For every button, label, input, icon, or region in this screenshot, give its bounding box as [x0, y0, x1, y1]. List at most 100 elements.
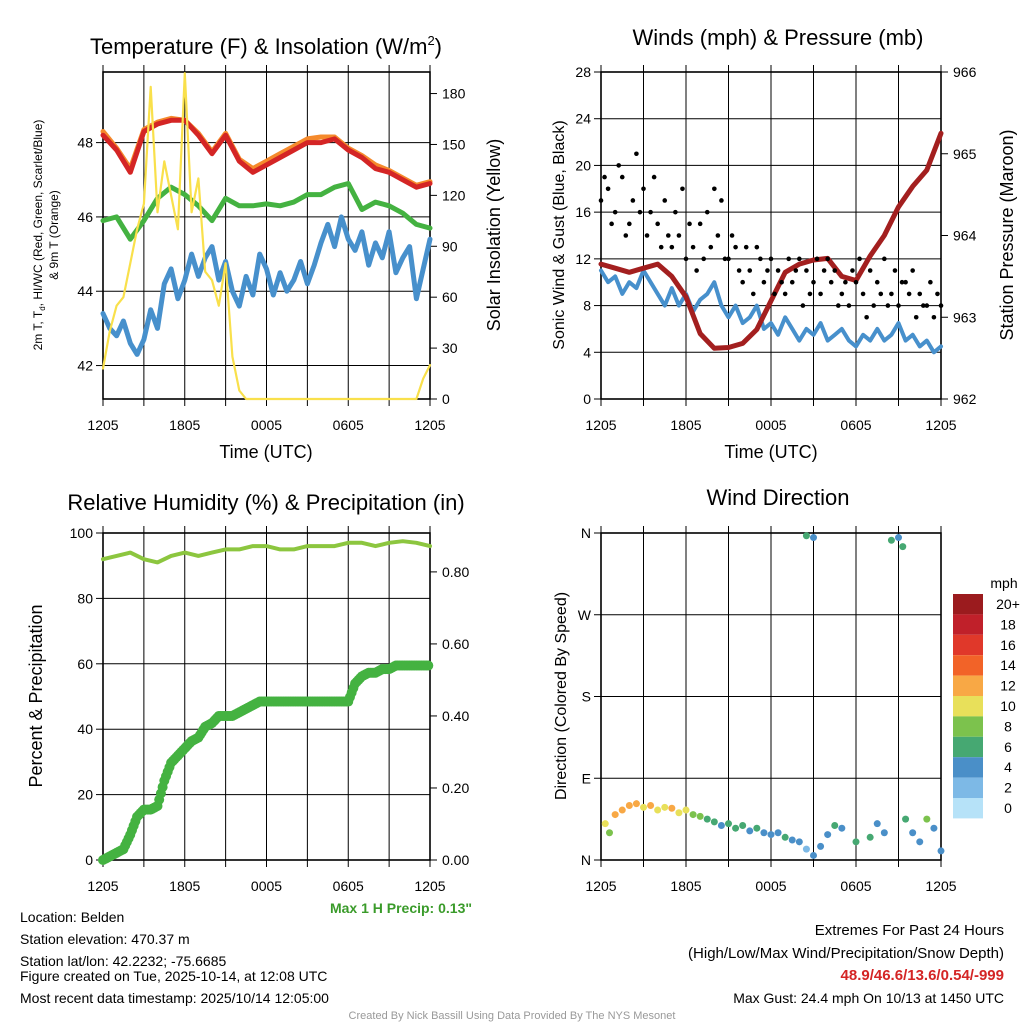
temperature-ytick-label: 42	[77, 358, 93, 374]
gust-point	[807, 291, 813, 297]
wind-direction-title: Wind Direction	[706, 485, 849, 510]
wind-direction-point	[753, 824, 761, 832]
legend-label: 0	[1004, 800, 1012, 816]
humidity-panel: Relative Humidity (%) & Precipitation (i…	[26, 490, 472, 916]
humidity-ytick-label: 40	[77, 721, 93, 737]
blue-windchill-line	[100, 214, 433, 357]
wind-direction-point	[788, 836, 796, 844]
extremes-info: Extremes For Past 24 Hours (High/Low/Max…	[688, 922, 1004, 1006]
wind-direction-point	[717, 821, 725, 829]
gust-point	[882, 256, 887, 262]
gust-point	[765, 268, 770, 273]
temperature-marks	[100, 72, 433, 401]
gust-point	[616, 163, 622, 168]
gust-point	[857, 256, 862, 262]
winds-ytick-label: 16	[575, 204, 591, 220]
humidity-xtick-label: 0605	[333, 878, 364, 894]
humidity-ytick-right-label: 0.40	[442, 708, 469, 724]
speed-legend: 20+ 18 16 14 12 10 8 6 4 2 0	[953, 594, 1020, 819]
gust-point	[761, 279, 767, 285]
legend-swatch	[953, 798, 983, 819]
temperature-ytick-right-label: 0	[442, 391, 450, 407]
humidity-xtick-label: 1205	[87, 878, 118, 894]
created-text: Figure created on Tue, 2025-10-14, at 12…	[20, 968, 327, 984]
gust-point	[665, 233, 671, 238]
sonic-wind-line	[599, 268, 943, 355]
humidity-xtick-label: 1805	[169, 878, 200, 894]
temperature-ytick-right-label: 30	[442, 340, 458, 356]
temperature-xtick-label: 1805	[169, 417, 200, 433]
wind-direction-point	[703, 815, 711, 823]
gust-point	[736, 268, 742, 273]
humidity-xtick-label: 1205	[414, 878, 445, 894]
legend-label: 10	[1000, 698, 1016, 714]
wind-direction-point	[838, 824, 846, 832]
gust-point	[889, 291, 894, 297]
gust-point	[839, 291, 845, 297]
gust-point	[602, 174, 607, 180]
wind-direction-ylabel: Direction (Colored By Speed)	[553, 592, 570, 800]
temperature-ytick-right-label: 180	[442, 86, 466, 102]
gust-point	[821, 268, 827, 273]
wind-direction-point	[625, 802, 633, 809]
gust-point	[885, 303, 891, 308]
wind-direction-point	[675, 809, 683, 817]
wind-direction-ytick-label: S	[582, 689, 591, 705]
latlon-text: Station lat/lon: 42.2232; -75.6685	[20, 953, 226, 969]
gust-point	[938, 303, 944, 308]
wind-direction-point	[632, 800, 640, 808]
wind-direction-point	[606, 829, 613, 837]
gust-point	[910, 268, 915, 273]
gust-point	[779, 279, 784, 285]
location-text: Location: Belden	[20, 909, 124, 925]
gust-point	[832, 268, 838, 273]
winds-ytick-right-label: 964	[953, 228, 977, 244]
gust-point	[835, 303, 841, 308]
precip-point	[423, 660, 434, 671]
wind-direction-panel: Wind Direction Direction (Colored By Spe…	[553, 485, 1020, 894]
temperature-ytick-right-label: 120	[442, 187, 466, 203]
winds-ytick-right-label: 966	[953, 64, 977, 80]
gust-point	[786, 256, 792, 262]
gust-point	[743, 244, 749, 250]
gust-point	[864, 314, 869, 320]
gust-point	[867, 268, 873, 273]
wind-direction-point	[802, 845, 810, 853]
wind-direction-point	[866, 833, 874, 841]
gust-point	[782, 291, 788, 297]
legend-label: 16	[1000, 637, 1016, 653]
yellow-solar-line	[101, 72, 432, 401]
gust-point	[676, 233, 682, 238]
extremes-subtitle: (High/Low/Max Wind/Precipitation/Snow De…	[688, 945, 1004, 962]
temperature-ytick-right-label: 90	[442, 238, 458, 254]
temperature-ylabel: 2m T, Td, HI/WC (Red, Green, Scarlet/Blu…	[31, 120, 47, 351]
wind-direction-point	[899, 543, 907, 551]
gust-point	[800, 303, 806, 308]
temperature-title: Temperature (F) & Insolation (W/m2)	[90, 33, 442, 59]
legend-swatch	[953, 716, 983, 737]
gust-point	[850, 268, 855, 273]
wind-direction-point	[696, 812, 704, 820]
winds-xtick-label: 1205	[925, 417, 956, 433]
wind-direction-point	[611, 811, 619, 819]
gust-point	[704, 209, 710, 215]
gust-point	[754, 244, 760, 250]
gust-point	[598, 198, 604, 203]
legend-label: 8	[1004, 718, 1012, 734]
gust-point	[712, 186, 717, 192]
wind-direction-xtick-label: 1805	[670, 878, 701, 894]
gust-point	[899, 279, 905, 285]
wind-direction-ytick-label: N	[581, 852, 591, 868]
gust-point	[906, 291, 912, 297]
gust-point	[701, 256, 707, 262]
gust-point	[637, 209, 643, 215]
legend-label: 12	[1000, 678, 1016, 694]
extremes-values: 48.9/46.6/13.6/0.54/-999	[841, 967, 1004, 984]
legend-label: 18	[1000, 616, 1016, 632]
gust-point	[680, 186, 685, 192]
gust-point	[630, 198, 636, 203]
gust-point	[758, 256, 763, 262]
temperature-ytick-right-label: 150	[442, 136, 466, 152]
gust-point	[605, 186, 611, 192]
gust-point	[733, 244, 738, 250]
